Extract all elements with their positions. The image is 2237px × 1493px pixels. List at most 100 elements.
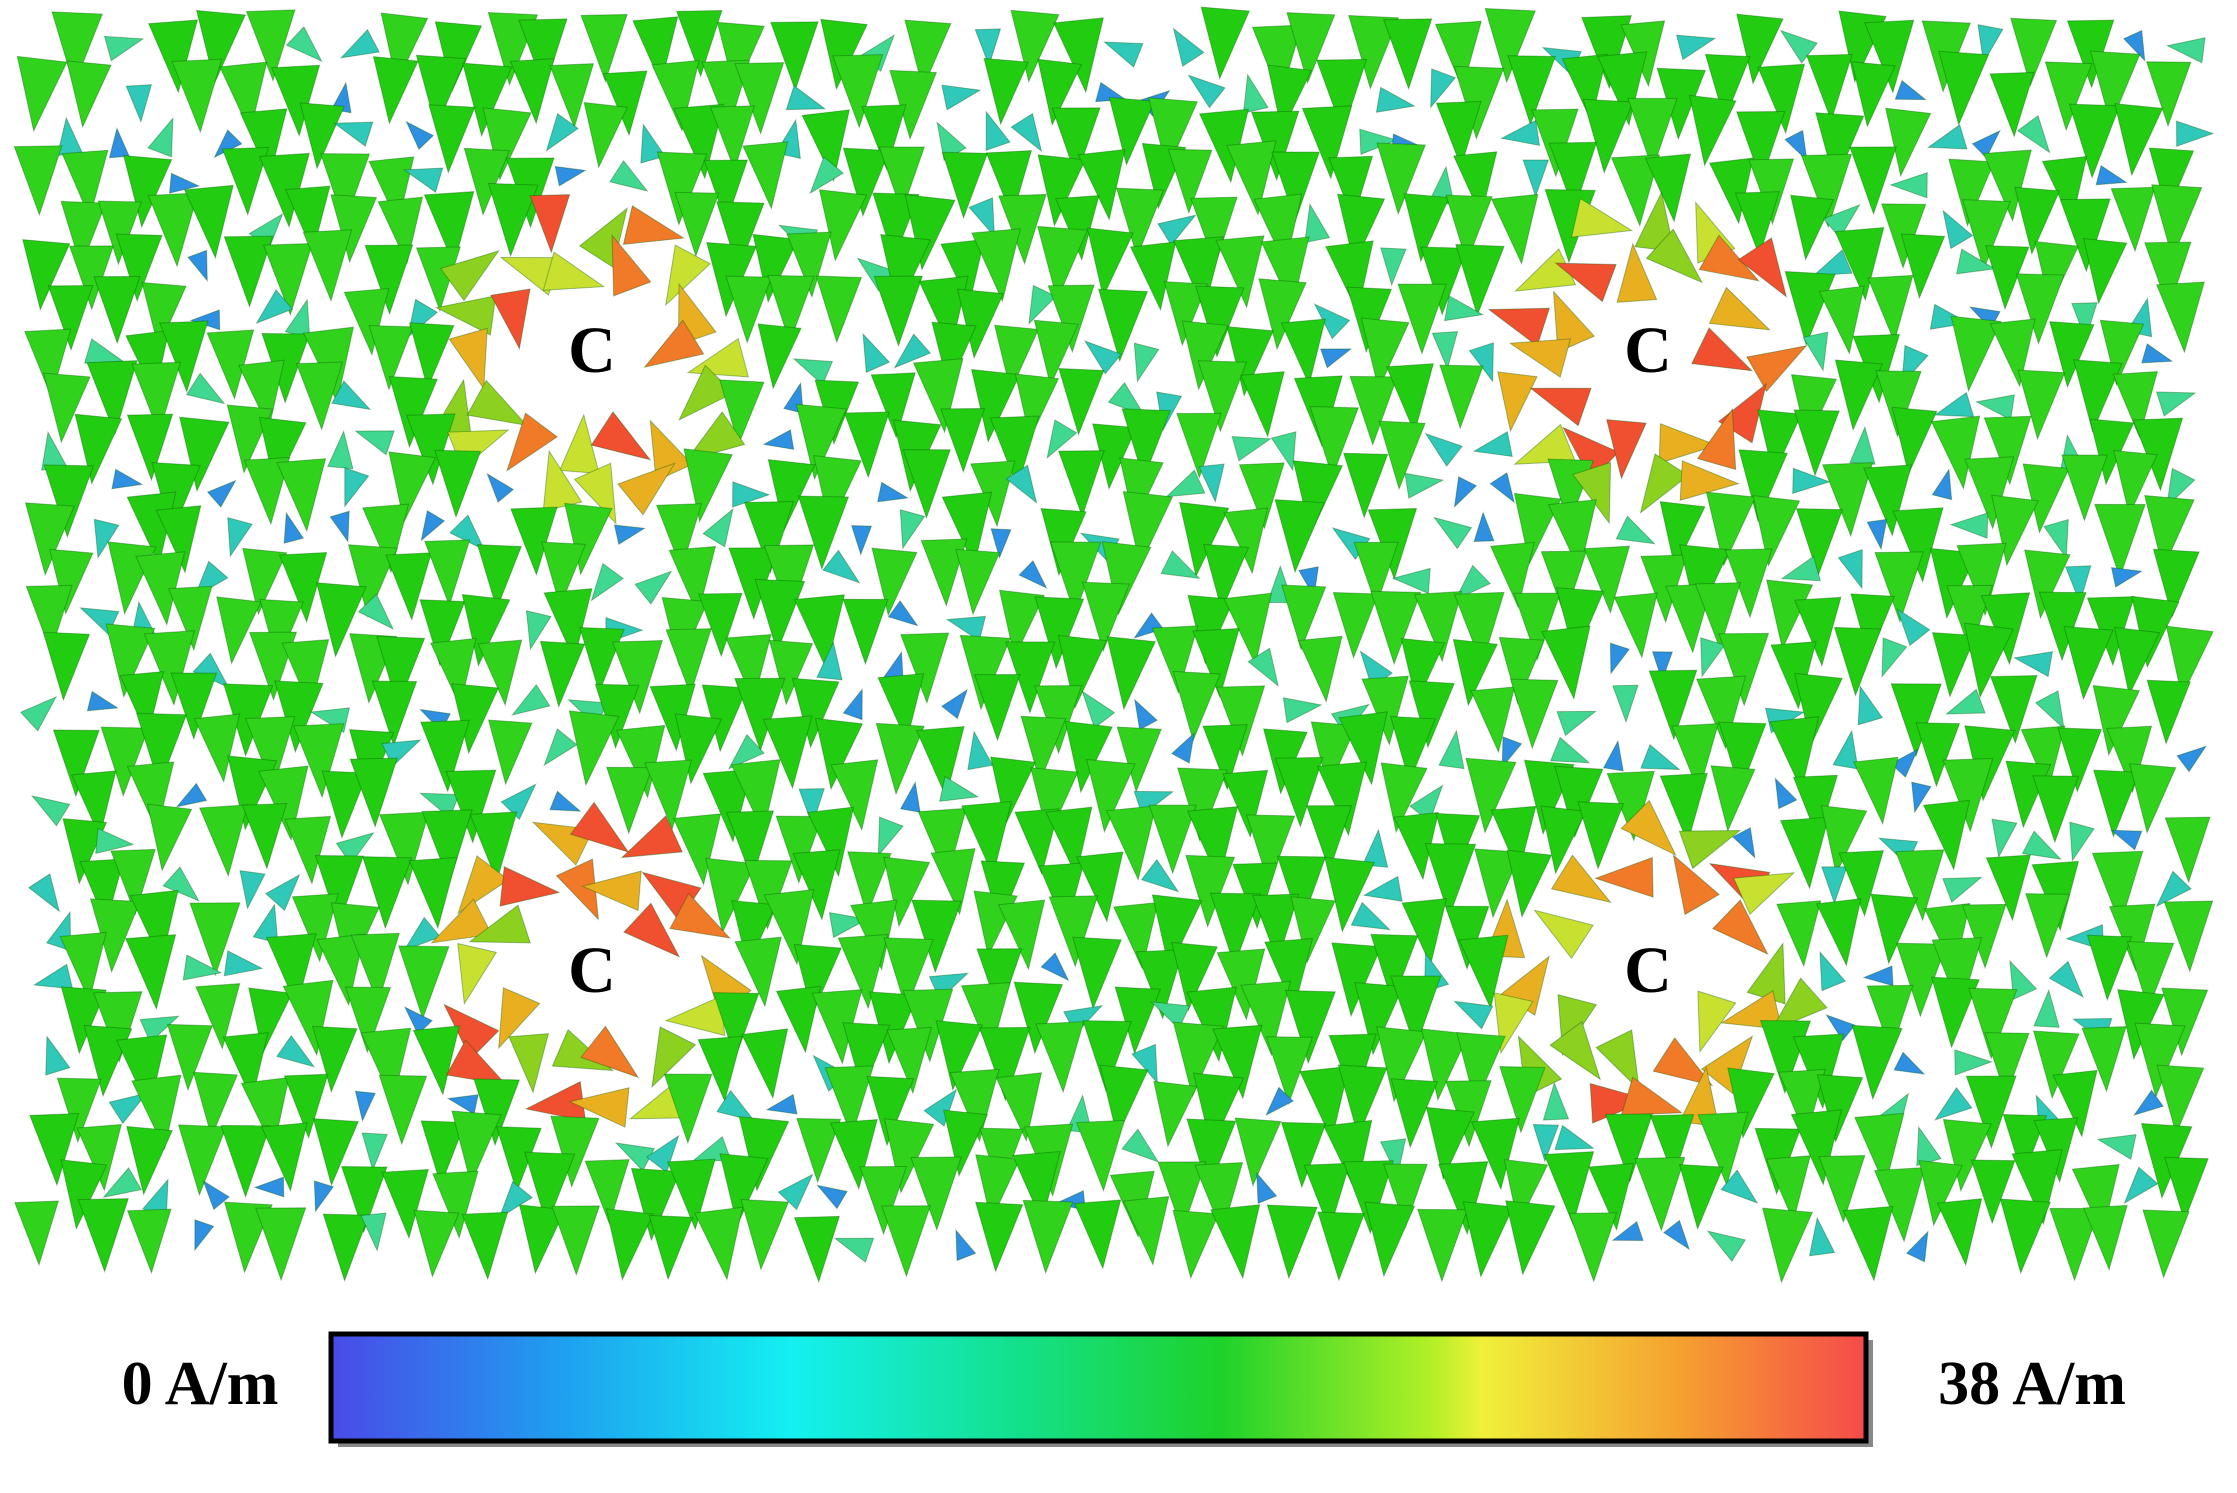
vector-cone	[1401, 898, 1448, 967]
vector-cone	[1444, 905, 1490, 971]
vector-cone	[195, 983, 241, 1051]
vector-cone	[1849, 425, 1876, 465]
vector-cone	[1081, 581, 1131, 653]
vector-cone	[1711, 899, 1769, 956]
vector-cone	[1970, 1159, 2016, 1225]
vector-cone	[1036, 225, 1089, 302]
vector-cone	[2049, 321, 2095, 389]
vector-cone	[381, 1168, 429, 1240]
vector-cone	[1226, 326, 1275, 398]
vector-cone	[1832, 729, 1859, 770]
vector-cone	[886, 1026, 933, 1095]
vector-cone	[216, 596, 262, 665]
vector-cone	[79, 858, 125, 926]
vector-cone	[754, 578, 806, 654]
vector-cone	[1404, 472, 1445, 499]
vector-cone	[1961, 199, 2012, 272]
vector-cone	[329, 510, 350, 543]
vector-cone	[797, 495, 850, 571]
vector-cone	[1453, 1000, 1494, 1030]
vector-cone	[29, 1112, 80, 1187]
vector-cone	[1172, 1021, 1225, 1098]
vector-cone	[482, 107, 532, 182]
vector-cone	[506, 412, 559, 472]
vector-cone	[815, 275, 863, 344]
vector-cone	[242, 547, 288, 616]
vector-cone	[1489, 541, 1535, 609]
vector-cone	[1892, 507, 1944, 584]
vector-cone	[1933, 1086, 1973, 1121]
vector-cone	[1122, 490, 1174, 567]
vector-cone	[792, 849, 841, 921]
vector-cone	[993, 324, 1040, 393]
vector-cone	[743, 501, 795, 575]
vector-cone	[71, 770, 117, 839]
vector-cone	[1977, 23, 2004, 65]
vector-cone	[1930, 415, 1981, 491]
vector-cone	[1020, 715, 1067, 784]
vector-cone	[1761, 1207, 1814, 1284]
vector-cone	[403, 916, 442, 952]
vector-cone	[1704, 53, 1751, 122]
vector-cone	[1581, 15, 1632, 90]
vector-cone	[1332, 591, 1379, 660]
vector-cone	[1165, 469, 1206, 498]
vector-cone	[1234, 1117, 1282, 1188]
vector-cone	[477, 639, 523, 707]
vector-cone	[960, 982, 1011, 1056]
vector-cone	[185, 372, 226, 405]
vector-cone	[368, 324, 414, 391]
vector-cone	[1045, 806, 1093, 878]
vector-cone	[1918, 1159, 1964, 1227]
vector-cone	[697, 1035, 743, 1103]
vector-cone	[192, 1071, 239, 1139]
vector-cone	[125, 84, 153, 124]
vector-cone	[1732, 872, 1796, 916]
vector-cone	[162, 866, 200, 902]
vector-cone	[2110, 829, 2143, 851]
vector-cone	[1800, 153, 1853, 229]
vector-cone	[405, 413, 456, 486]
vector-cone	[900, 632, 950, 705]
vector-cone	[1790, 1109, 1843, 1186]
vector-cone	[651, 59, 700, 133]
vector-cone	[740, 1198, 790, 1271]
vector-cone	[2014, 186, 2061, 256]
vector-cone	[1424, 842, 1477, 919]
vector-cone	[1172, 670, 1222, 743]
vector-cone	[187, 249, 208, 283]
vector-cone	[1498, 636, 1545, 706]
vector-cone	[1938, 50, 1990, 127]
vector-cone	[171, 58, 223, 134]
vector-cone	[1247, 647, 1279, 688]
vector-cone	[1064, 720, 1114, 794]
vector-cone	[842, 687, 863, 721]
vector-cone	[1555, 587, 1605, 660]
vector-cone	[2011, 1148, 2063, 1226]
vector-cone	[816, 1184, 848, 1210]
vector-cone	[1391, 567, 1431, 595]
vector-cone	[1281, 584, 1327, 652]
vector-cone	[1153, 1080, 1198, 1148]
vector-cone	[1999, 1198, 2052, 1275]
vector-cone	[1444, 295, 1485, 322]
vector-cone	[649, 419, 693, 482]
vector-cone	[385, 552, 433, 622]
vector-cone	[220, 1125, 271, 1199]
vector-cone	[1942, 757, 1994, 833]
vector-cone	[1757, 409, 1803, 477]
vector-cone	[1718, 632, 1770, 707]
vector-cone	[910, 1156, 962, 1232]
vector-cone	[554, 165, 587, 187]
vector-cone	[1983, 415, 2032, 486]
vector-cone	[486, 472, 515, 504]
vector-cone	[2025, 893, 2071, 959]
vector-cone	[1455, 244, 1505, 317]
vector-cone	[2082, 1204, 2128, 1272]
vector-cone	[278, 551, 328, 624]
vector-cone	[568, 1087, 630, 1128]
vector-cone	[14, 1200, 60, 1267]
vector-cone	[32, 963, 74, 990]
vector-cone	[1926, 124, 1968, 150]
vector-cone	[461, 1211, 509, 1281]
